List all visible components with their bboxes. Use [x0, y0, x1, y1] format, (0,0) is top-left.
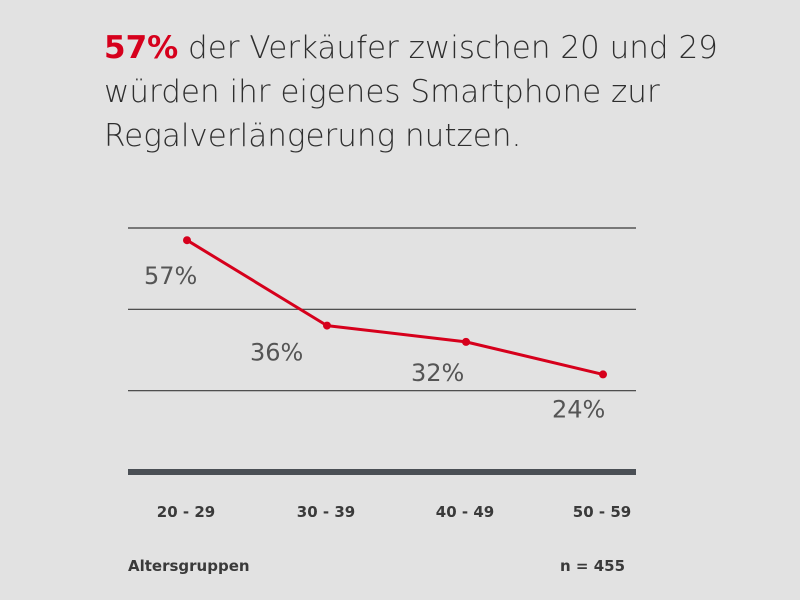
category-label-20-29: 20 - 29 [157, 503, 215, 521]
data-label-50-59: 24% [552, 395, 605, 423]
category-label-40-49: 40 - 49 [436, 503, 494, 521]
data-point-20-29 [183, 236, 191, 245]
series-line [186, 238, 604, 376]
data-point-30-39 [323, 321, 331, 330]
category-label-30-39: 30 - 39 [297, 503, 355, 521]
data-label-40-49: 32% [411, 359, 464, 387]
headline: 57% der Verkäufer zwischen 20 und 29 wür… [104, 26, 744, 158]
category-label-50-59: 50 - 59 [573, 503, 631, 521]
headline-highlight: 57% [104, 30, 179, 66]
data-label-20-29: 57% [144, 262, 197, 290]
data-point-40-49 [462, 337, 470, 346]
headline-text: der Verkäufer zwischen 20 und 29 würden … [104, 30, 718, 154]
x-axis-title: Altersgruppen [128, 557, 250, 575]
data-point-50-59 [599, 370, 607, 379]
sample-size-label: n = 455 [560, 557, 626, 575]
data-label-30-39: 36% [250, 339, 303, 367]
